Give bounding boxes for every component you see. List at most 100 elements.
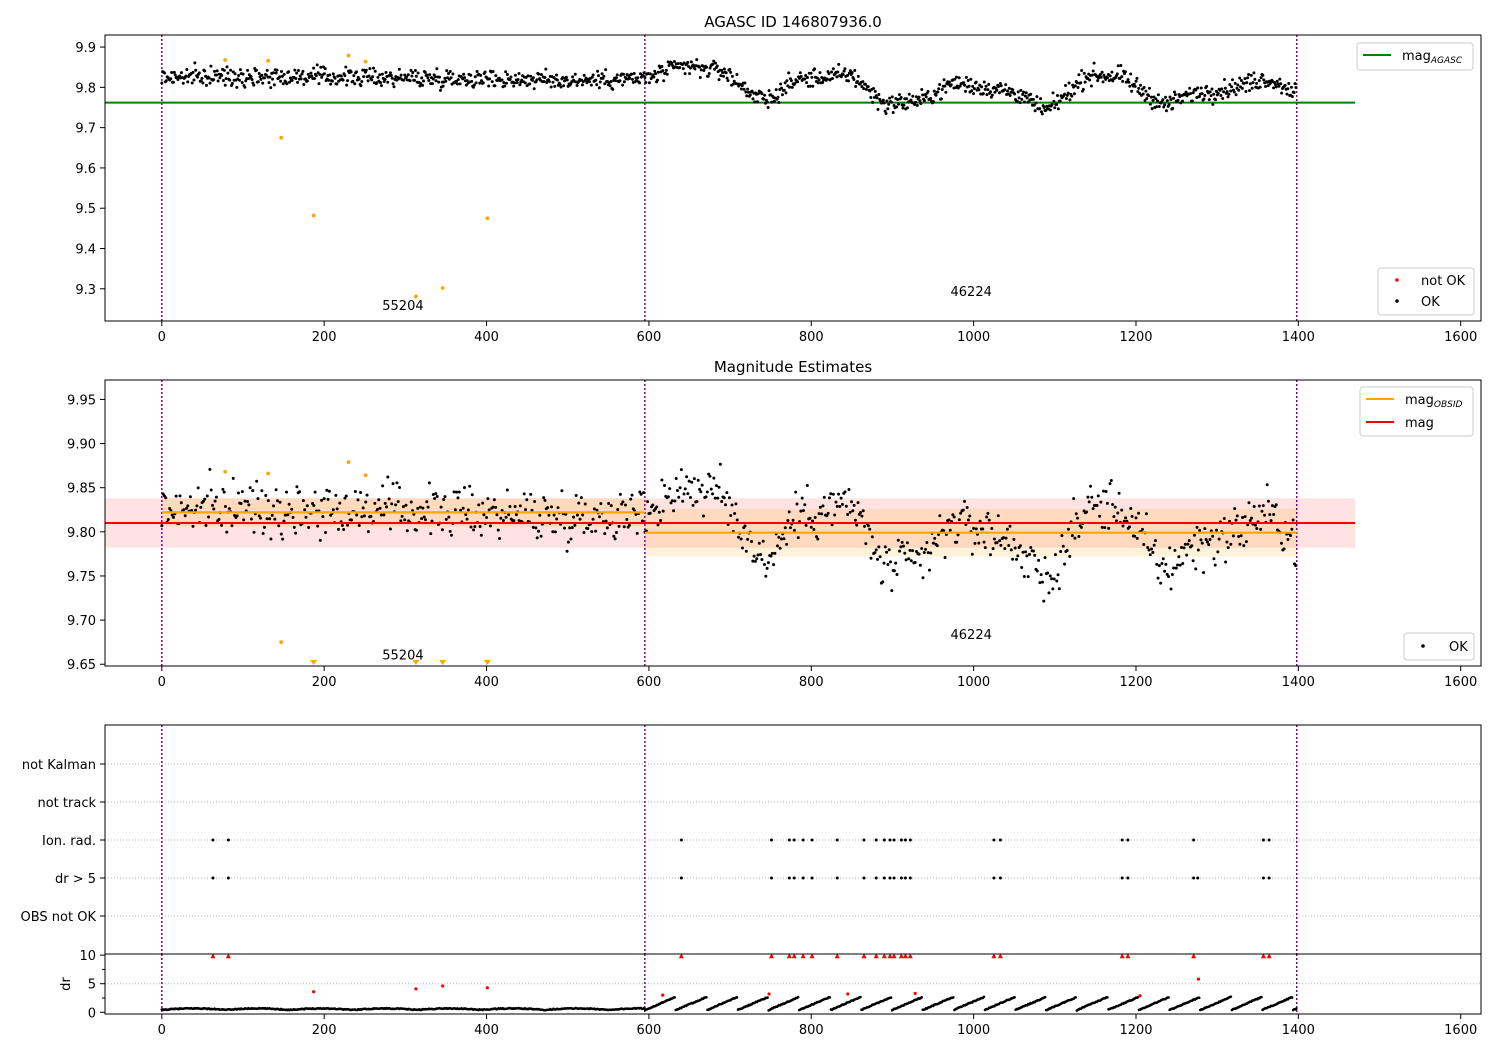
ok-point: [286, 513, 290, 517]
ok-point: [214, 73, 218, 77]
ok-point: [676, 62, 680, 66]
ok-point: [915, 103, 919, 107]
ok-point: [573, 72, 577, 76]
ok-point: [1133, 534, 1137, 538]
ok-point: [666, 60, 670, 64]
ok-point: [974, 527, 978, 531]
ok-point: [465, 79, 469, 83]
ok-point: [608, 84, 612, 88]
ok-point: [955, 75, 959, 79]
ok-point: [339, 74, 343, 78]
ok-point: [622, 80, 626, 84]
ok-point: [1031, 97, 1035, 101]
ok-point: [213, 69, 217, 73]
ok-point: [469, 525, 473, 529]
ok-point: [734, 502, 738, 506]
ok-point: [355, 513, 359, 517]
ok-point: [464, 513, 468, 517]
ok-point: [321, 515, 325, 519]
ok-point: [901, 106, 905, 110]
dr-clipped-marker: [678, 953, 684, 959]
ok-point: [1096, 494, 1100, 498]
ok-point: [984, 84, 988, 88]
ok-point: [260, 73, 264, 77]
ok-point: [433, 75, 437, 79]
ok-point: [992, 537, 996, 541]
ok-point: [1259, 76, 1263, 80]
ok-point: [229, 68, 233, 72]
ok-point: [171, 80, 175, 84]
agasc-x-tick-label: 1000: [957, 330, 990, 345]
ok-point: [701, 514, 705, 518]
ok-point: [1127, 525, 1131, 529]
ok-point: [647, 81, 651, 85]
ok-point: [725, 491, 729, 495]
ok-point: [500, 78, 504, 82]
ok-point: [1121, 79, 1125, 83]
ok-point: [485, 515, 489, 519]
ok-point: [353, 82, 357, 86]
ok-point: [493, 84, 497, 88]
ok-point: [972, 526, 976, 530]
ok-point: [627, 523, 631, 527]
ok-point: [473, 75, 477, 79]
dr-flag-point: [903, 876, 907, 880]
ok-point: [1164, 562, 1168, 566]
agasc-y-tick-label: 9.9: [75, 41, 96, 56]
ok-point: [1191, 91, 1195, 95]
ok-point: [279, 532, 283, 536]
ok-point: [629, 497, 633, 501]
ok-point: [940, 88, 944, 92]
ok-point: [448, 70, 452, 74]
ok-point: [1168, 546, 1172, 550]
ok-point: [551, 530, 555, 534]
ok-point: [621, 72, 625, 76]
ok-point: [389, 74, 393, 78]
ionrad-flag-point: [835, 838, 839, 842]
ok-point: [269, 86, 273, 90]
ok-point: [425, 500, 429, 504]
ok-point: [240, 490, 244, 494]
ok-point: [1022, 90, 1026, 94]
ok-point: [825, 514, 829, 518]
ok-point: [598, 515, 602, 519]
mag-y-tick-label: 9.85: [67, 482, 96, 497]
ok-point: [730, 74, 734, 78]
ok-point: [891, 111, 895, 115]
ok-point: [1087, 500, 1091, 504]
ok-point: [1137, 511, 1141, 515]
dr-flag-point: [1196, 876, 1200, 880]
ok-point: [665, 72, 669, 76]
ok-point: [1105, 501, 1109, 505]
ok-point: [434, 79, 438, 83]
ionrad-flag-point: [899, 838, 903, 842]
ok-point: [1016, 554, 1020, 558]
ok-point: [730, 503, 734, 507]
ok-point: [1019, 88, 1023, 92]
ok-point: [185, 68, 189, 72]
ok-point: [1161, 98, 1165, 102]
ok-point: [763, 563, 767, 567]
ok-point: [1250, 86, 1254, 90]
ok-point: [1120, 75, 1124, 79]
ok-point: [301, 69, 305, 73]
ok-point: [1252, 71, 1256, 75]
ok-point: [1255, 81, 1259, 85]
ionrad-flag-point: [882, 838, 886, 842]
ok-point: [225, 65, 229, 69]
ok-point: [998, 539, 1002, 543]
ok-point: [1150, 547, 1154, 551]
ok-point: [1194, 88, 1198, 92]
ok-point: [420, 76, 424, 80]
ok-point: [1077, 534, 1081, 538]
ok-point: [997, 85, 1001, 89]
ok-point: [1240, 86, 1244, 90]
ok-point: [517, 519, 521, 523]
ok-point: [836, 70, 840, 74]
ok-point: [1290, 95, 1294, 99]
ok-point: [1063, 562, 1067, 566]
ok-point: [1242, 544, 1246, 548]
ok-point: [268, 517, 272, 521]
ok-point: [571, 75, 575, 79]
ok-point: [260, 489, 264, 493]
